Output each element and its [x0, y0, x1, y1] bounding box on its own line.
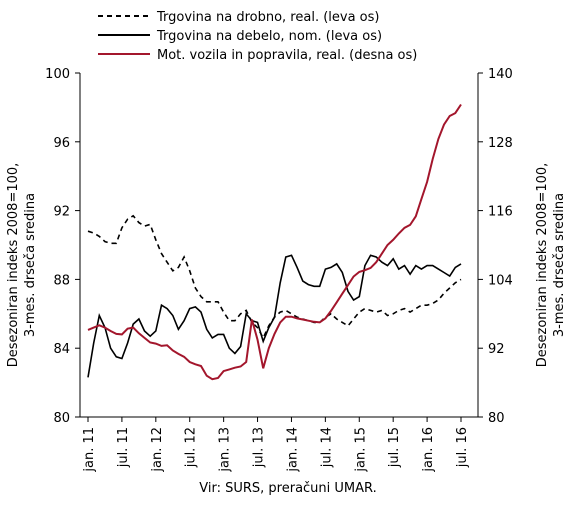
- x-tick-label: jul. 16: [455, 427, 470, 468]
- x-tick-label: jan. 13: [218, 427, 233, 473]
- y-tick-label: 84: [53, 342, 70, 357]
- y-tick-label: 80: [53, 411, 70, 426]
- x-tick-label: jul. 11: [116, 427, 131, 468]
- y2-tick-label: 140: [488, 67, 513, 82]
- series-line: [87, 254, 462, 378]
- x-tick-label: jan. 12: [150, 427, 165, 473]
- y2-tick-label: 80: [488, 411, 505, 426]
- x-tick-label: jul. 14: [319, 427, 334, 468]
- y2-tick-label: 92: [488, 342, 505, 357]
- legend-label: Trgovina na debelo, nom. (leva os): [156, 29, 382, 44]
- y-tick-label: 92: [53, 205, 70, 220]
- y2-tick-label: 104: [488, 273, 513, 288]
- x-tick-label: jan. 14: [285, 427, 300, 473]
- y2-tick-label: 116: [488, 205, 513, 220]
- x-tick-label: jul. 13: [252, 427, 267, 468]
- x-tick-label: jan. 15: [353, 427, 368, 473]
- source-note: Vir: SURS, preračuni UMAR.: [199, 481, 376, 496]
- y-tick-label: 100: [45, 67, 70, 82]
- y-tick-label: 88: [53, 273, 70, 288]
- x-tick-label: jan. 16: [421, 427, 436, 473]
- y-tick-label: 96: [53, 136, 70, 151]
- series-line: [87, 214, 462, 340]
- legend-label: Trgovina na drobno, real. (leva os): [156, 10, 379, 25]
- y2-tick-label: 128: [488, 136, 513, 151]
- y2-axis-label: Desezoniran indeks 2008=100, 3-mes. drseč…: [535, 163, 567, 368]
- x-tick-label: jul. 12: [184, 427, 199, 468]
- series-line: [87, 103, 462, 381]
- x-tick-label: jan. 11: [82, 427, 97, 473]
- y-axis-label: Desezoniran indeks 2008=100, 3-mes. drseč…: [6, 163, 38, 368]
- legend-label: Mot. vozila in popravila, real. (desna o…: [157, 48, 417, 63]
- x-tick-label: jul. 15: [387, 427, 402, 468]
